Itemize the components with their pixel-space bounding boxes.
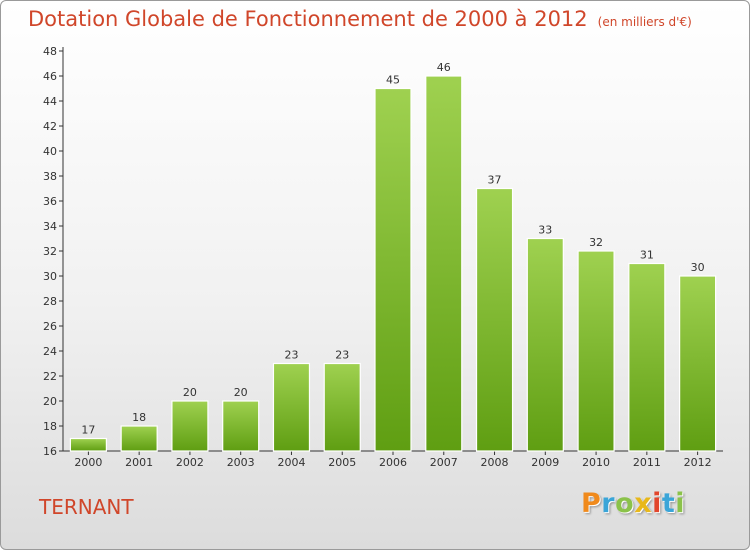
bar-value-label: 45 xyxy=(386,74,400,87)
y-tick-label: 36 xyxy=(43,195,57,208)
bar xyxy=(475,187,514,452)
bar-value-label: 33 xyxy=(538,224,552,237)
y-tick-label: 18 xyxy=(43,420,57,433)
x-tick-label: 2012 xyxy=(684,456,712,469)
x-tick-label: 2011 xyxy=(633,456,661,469)
y-tick-label: 46 xyxy=(43,70,57,83)
bar-value-label: 18 xyxy=(132,411,146,424)
bar-value-label: 30 xyxy=(691,261,705,274)
y-tick-label: 20 xyxy=(43,395,57,408)
y-tick-label: 16 xyxy=(43,445,57,458)
bar-value-label: 20 xyxy=(183,386,197,399)
logo-letter: i xyxy=(675,488,686,519)
y-tick-label: 26 xyxy=(43,320,57,333)
bar xyxy=(222,400,260,452)
bar xyxy=(323,362,361,452)
x-tick-label: 2006 xyxy=(379,456,407,469)
logo-letter: r xyxy=(601,488,616,519)
logo-letter: i xyxy=(652,488,662,519)
y-tick-label: 44 xyxy=(43,95,57,108)
x-tick-label: 2010 xyxy=(582,456,610,469)
y-tick-label: 48 xyxy=(43,45,57,58)
y-tick-label: 24 xyxy=(43,345,57,358)
x-tick-label: 2009 xyxy=(531,456,559,469)
bar-value-label: 32 xyxy=(589,236,603,249)
logo-letter: o xyxy=(615,488,635,519)
logo-letter: t xyxy=(661,488,676,519)
y-tick-label: 32 xyxy=(43,245,57,258)
chart-bars: 17 18 20 20 23 23 45 46 37 33 32 31 30 xyxy=(69,61,717,452)
y-tick-label: 28 xyxy=(43,295,57,308)
x-tick-label: 2004 xyxy=(277,456,305,469)
y-tick-label: 34 xyxy=(43,220,57,233)
y-tick-label: 40 xyxy=(43,145,57,158)
bar xyxy=(577,250,615,452)
y-tick-label: 38 xyxy=(43,170,57,183)
x-tick-label: 2007 xyxy=(430,456,458,469)
bar-value-label: 31 xyxy=(640,249,654,262)
bar-value-label: 23 xyxy=(284,349,298,362)
bar xyxy=(69,437,107,452)
bar-value-label: 20 xyxy=(234,386,248,399)
x-tick-label: 2001 xyxy=(125,456,153,469)
x-tick-label: 2000 xyxy=(74,456,102,469)
x-tick-label: 2005 xyxy=(328,456,356,469)
bar-value-label: 17 xyxy=(81,424,95,437)
y-tick-label: 22 xyxy=(43,370,57,383)
logo-letter: P xyxy=(581,488,602,519)
bar xyxy=(272,362,311,452)
chart-title-text: Dotation Globale de Fonctionnement de 20… xyxy=(28,7,588,31)
bar xyxy=(628,262,666,452)
x-tick-label: 2008 xyxy=(481,456,509,469)
bar-value-label: 46 xyxy=(437,61,451,74)
chart-title: Dotation Globale de Fonctionnement de 20… xyxy=(28,7,692,31)
y-tick-label: 30 xyxy=(43,270,57,283)
bar xyxy=(425,75,463,452)
chart-axes: 16 18 20 22 24 26 28 30 32 34 36 38 40 42 44 46 48 2000 20… xyxy=(43,45,723,469)
proxiti-logo[interactable]: Proxiti xyxy=(581,488,685,519)
bar xyxy=(120,425,158,452)
bar xyxy=(171,400,209,452)
bar xyxy=(679,275,717,452)
bar-value-label: 37 xyxy=(488,174,502,187)
bar xyxy=(526,237,564,452)
y-tick-label: 42 xyxy=(43,120,57,133)
bar-value-label: 23 xyxy=(335,349,349,362)
commune-name: TERNANT xyxy=(39,495,134,519)
x-tick-label: 2002 xyxy=(176,456,204,469)
x-tick-label: 2003 xyxy=(227,456,255,469)
bar xyxy=(374,87,412,452)
logo-letter: x xyxy=(634,488,653,519)
chart-unit-note: (en milliers d'€) xyxy=(597,15,692,29)
